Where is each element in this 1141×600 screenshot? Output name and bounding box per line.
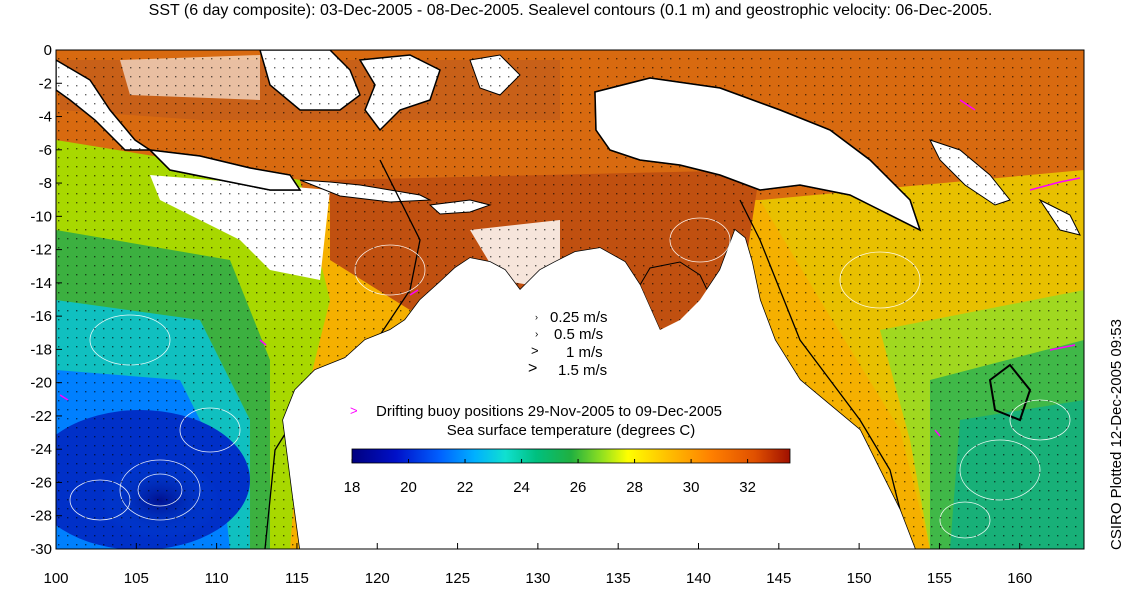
y-tick-label: -18: [30, 341, 52, 358]
colorbar-tick-label: 32: [739, 479, 756, 496]
velocity-key-arrow-1: ›: [535, 312, 538, 322]
velocity-key-label: 0.25 m/s: [550, 309, 608, 326]
x-tick-label: 120: [365, 570, 390, 587]
x-axis: 100 105 110 115 120 125 130 135 140 145 150 155 160: [43, 543, 1032, 587]
plot-frame: [55, 49, 1085, 550]
buoy-legend-label: Drifting buoy positions 29-Nov-2005 to 0…: [376, 403, 722, 420]
y-tick-label: -22: [30, 408, 52, 425]
plot-credit: CSIRO Plotted 12-Dec-2005 09:53: [1108, 319, 1125, 550]
y-tick-label: -8: [39, 175, 52, 192]
colorbar-title: Sea surface temperature (degrees C): [447, 422, 695, 439]
colorbar-tick-label: 18: [344, 479, 361, 496]
velocity-key-arrow-3: >: [531, 343, 539, 358]
y-tick-label: -16: [30, 308, 52, 325]
x-tick-label: 100: [43, 570, 68, 587]
x-tick-label: 140: [686, 570, 711, 587]
y-tick-label: -12: [30, 242, 52, 259]
y-tick-label: -4: [39, 109, 52, 126]
y-tick-label: -30: [30, 541, 52, 558]
drifting-buoy-tracks: [59, 99, 1081, 437]
buoy-marker-icon: >: [350, 403, 358, 418]
map-title: SST (6 day composite): 03-Dec-2005 - 08-…: [148, 2, 993, 19]
colorbar-tick-label: 28: [626, 479, 643, 496]
x-tick-label: 155: [927, 570, 952, 587]
velocity-key-arrow-4: >: [528, 360, 537, 377]
x-tick-label: 105: [124, 570, 149, 587]
x-tick-label: 145: [766, 570, 791, 587]
y-tick-label: -24: [30, 441, 52, 458]
y-axis: 0 -2 -4 -6 -8 -10 -12 -14 -16 -18 -20 -22 -24 -26 -28 -…: [30, 42, 62, 558]
colorbar-tick-label: 24: [513, 479, 530, 496]
colorbar-tick-label: 22: [457, 479, 474, 496]
x-tick-label: 115: [285, 570, 309, 587]
y-tick-label: -10: [30, 208, 52, 225]
colorbar-tick-label: 26: [570, 479, 587, 496]
velocity-key-label: 0.5 m/s: [554, 326, 603, 343]
velocity-key-arrow-2: ›: [535, 329, 538, 340]
x-tick-label: 110: [205, 570, 229, 587]
velocity-key-label: 1 m/s: [566, 344, 603, 361]
x-tick-label: 135: [606, 570, 631, 587]
x-tick-label: 160: [1007, 570, 1032, 587]
y-tick-label: -20: [30, 375, 52, 392]
y-tick-label: -14: [30, 275, 52, 292]
colorbar: [351, 448, 791, 464]
y-tick-label: -2: [39, 75, 52, 92]
colorbar-tick-label: 30: [683, 479, 700, 496]
velocity-key-label: 1.5 m/s: [558, 362, 607, 379]
sst-field: [56, 50, 1084, 549]
y-tick-label: -26: [30, 474, 52, 491]
colorbar-labels: 18 20 22 24 26 28 30 32: [344, 459, 756, 496]
y-tick-label: -28: [30, 508, 52, 525]
y-tick-label: 0: [44, 42, 52, 59]
colorbar-tick-label: 20: [400, 479, 417, 496]
x-tick-label: 150: [847, 570, 872, 587]
velocity-key: › › > > 0.25 m/s 0.5 m/s 1 m/s 1.5 m/s: [528, 309, 608, 379]
y-tick-label: -6: [39, 142, 52, 159]
x-tick-label: 125: [445, 570, 470, 587]
x-tick-label: 130: [525, 570, 550, 587]
